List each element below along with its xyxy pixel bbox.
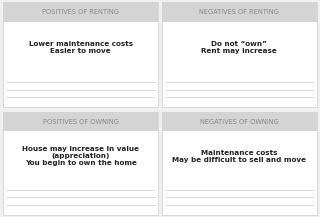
Text: POSITIVES OF OWNING: POSITIVES OF OWNING [43, 118, 119, 125]
Text: House may increase in value
(appreciation)
You begin to own the home: House may increase in value (appreciatio… [22, 146, 139, 166]
Bar [3, 112, 158, 215]
Text: Maintenance costs
May be difficult to sell and move: Maintenance costs May be difficult to se… [172, 150, 306, 163]
Text: Lower maintenance costs
Easier to move: Lower maintenance costs Easier to move [29, 41, 133, 54]
Text: Do not “own”
Rent may increase: Do not “own” Rent may increase [201, 41, 277, 54]
Bar [3, 2, 158, 107]
Bar [3, 112, 158, 131]
Bar [3, 2, 158, 22]
Text: NEGATIVES OF OWNING: NEGATIVES OF OWNING [200, 118, 278, 125]
Bar [162, 112, 317, 215]
Text: POSITIVES OF RENTING: POSITIVES OF RENTING [42, 9, 119, 15]
Bar [162, 2, 317, 22]
Bar [162, 112, 317, 131]
Bar [162, 2, 317, 107]
Text: NEGATIVES OF RENTING: NEGATIVES OF RENTING [199, 9, 279, 15]
